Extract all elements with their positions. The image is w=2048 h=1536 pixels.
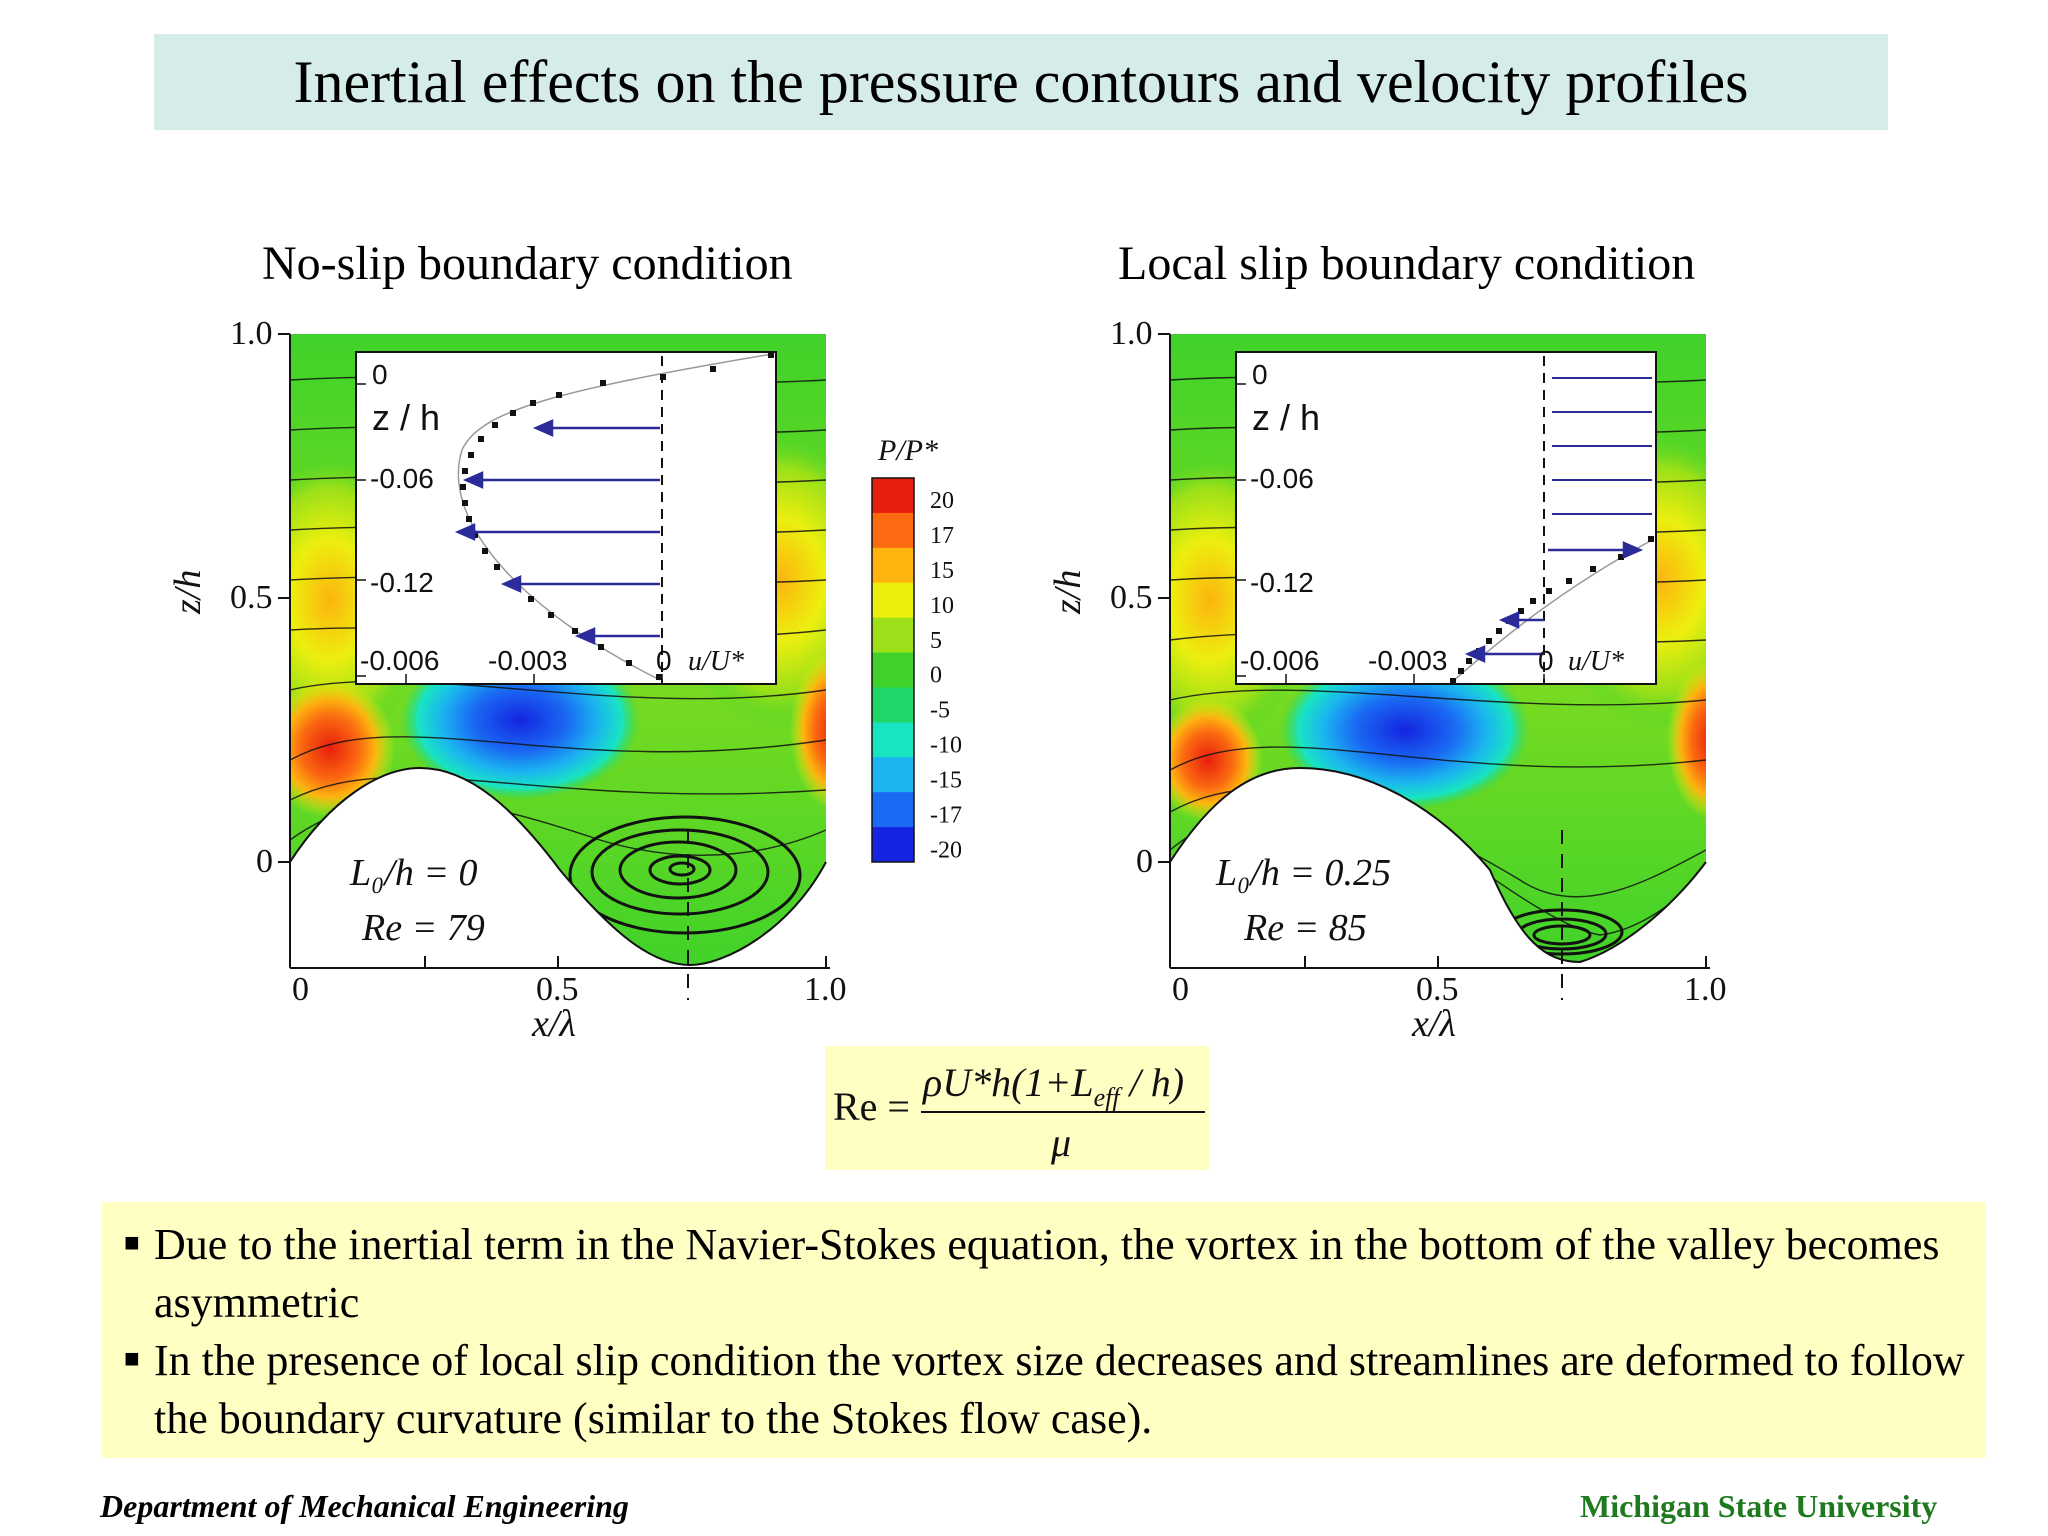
left-inset-y-tick-0: 0	[372, 359, 388, 390]
right-y-tick-05: 0.5	[1110, 579, 1153, 616]
reynolds-formula: Re = ρU*h(1+Leff / h) μ	[833, 1060, 1205, 1165]
left-reynolds: Re = 79	[361, 907, 485, 949]
colorbar-tick-label: -20	[930, 837, 962, 863]
colorbar-tick-label: 0	[930, 663, 942, 689]
footer-university: Michigan State University	[1580, 1488, 1938, 1524]
left-x-tick-05: 0.5	[536, 971, 579, 1008]
colorbar-tick-label: 20	[930, 488, 954, 514]
right-inset-y-tick-012: -0.12	[1250, 567, 1314, 598]
right-inset-y-tick-006: -0.06	[1250, 463, 1314, 494]
note-item: ■ Due to the inertial term in the Navier-…	[124, 1216, 1974, 1332]
colorbar-tick-label: 15	[930, 558, 954, 584]
colorbar-tick-label: -5	[930, 698, 950, 724]
right-x-axis-label: x/λ	[1411, 1003, 1456, 1045]
footer-department: Department of Mechanical Engineering	[100, 1488, 629, 1524]
left-y-tick-05: 0.5	[230, 579, 273, 616]
right-reynolds: Re = 85	[1243, 907, 1367, 949]
left-inset-y-label: z / h	[372, 397, 440, 438]
left-y-tick-1: 1.0	[230, 315, 273, 352]
left-y-tick-0: 0	[256, 843, 273, 880]
right-x-tick-05: 0.5	[1416, 971, 1459, 1008]
right-y-tick-1: 1.0	[1110, 315, 1153, 352]
slide-title-bar: Inertial effects on the pressure contour…	[154, 34, 1888, 130]
colorbar-band	[872, 512, 914, 549]
bullet-square-icon: ■	[124, 1343, 140, 1373]
right-x-tick-1: 1.0	[1684, 971, 1727, 1008]
colorbar-band	[872, 652, 914, 688]
right-inset-y-tick-0: 0	[1252, 359, 1268, 390]
right-x-tick-0: 0	[1172, 971, 1189, 1008]
colorbar-band	[872, 757, 914, 793]
colorbar-band	[872, 478, 914, 514]
colorbar-band	[872, 582, 914, 619]
left-x-axis-label: x/λ	[531, 1003, 576, 1045]
right-inset-y-label: z / h	[1252, 397, 1320, 438]
right-inset-x-tick-0006: -0.006	[1240, 645, 1319, 676]
colorbar-band	[872, 827, 914, 863]
slide-title: Inertial effects on the pressure contour…	[293, 48, 1749, 115]
left-inset-x-label: u/U*	[688, 646, 744, 677]
colorbar-tick-label: 5	[930, 628, 942, 654]
colorbar-tick-label: -17	[930, 802, 962, 828]
left-inset-y-tick-006: -0.06	[370, 463, 434, 494]
left-inset-x-tick-0: 0	[656, 645, 672, 676]
formula-numerator: ρU*h(1+Leff / h)	[921, 1060, 1184, 1112]
left-inset-y-tick-012: -0.12	[370, 567, 434, 598]
right-slip-length: L₀/h = 0.25	[1215, 852, 1391, 894]
right-inset-x-tick-0: 0	[1538, 645, 1554, 676]
left-x-tick-1: 1.0	[804, 971, 847, 1008]
right-y-axis-label: z/h	[1047, 570, 1089, 615]
formula-denominator: μ	[1050, 1120, 1071, 1165]
left-inset-x-tick-0003: -0.003	[488, 645, 567, 676]
formula-lhs: Re =	[833, 1084, 910, 1129]
left-y-axis-label: z/h	[167, 570, 209, 615]
note-text-2: In the presence of local slip condition …	[154, 1336, 1965, 1443]
colorbar-band	[872, 687, 914, 723]
colorbar-label: P/P*	[877, 434, 938, 467]
colorbar-band	[872, 547, 914, 584]
reynolds-formula-box: Re = ρU*h(1+Leff / h) μ	[825, 1046, 1209, 1170]
note-item: ■ In the presence of local slip condition…	[124, 1332, 1974, 1448]
bullet-square-icon: ■	[124, 1227, 140, 1257]
left-inset-x-tick-0006: -0.006	[360, 645, 439, 676]
left-velocity-inset	[355, 351, 777, 685]
right-inset-x-label: u/U*	[1568, 646, 1624, 677]
right-y-tick-0: 0	[1136, 843, 1153, 880]
left-panel-title: No-slip boundary condition	[262, 237, 793, 290]
left-slip-length: L₀/h = 0	[349, 852, 478, 894]
colorbar-tick-label: -10	[930, 733, 962, 759]
colorbar-ticks: 20 17 15 10 5 0 -5 -10 -15 -17 -20	[930, 488, 962, 863]
left-x-tick-0: 0	[292, 971, 309, 1008]
colorbar-band	[872, 792, 914, 828]
colorbar-tick-label: -15	[930, 767, 962, 793]
notes-box: ■ Due to the inertial term in the Navier-…	[102, 1202, 1986, 1458]
colorbar-band	[872, 722, 914, 758]
colorbar-tick-label: 17	[930, 523, 954, 549]
right-panel-title: Local slip boundary condition	[1118, 237, 1696, 290]
colorbar-tick-label: 10	[930, 593, 954, 619]
right-inset-x-tick-0003: -0.003	[1368, 645, 1447, 676]
colorbar-band	[872, 617, 914, 654]
note-text-1: Due to the inertial term in the Navier-S…	[154, 1220, 1940, 1327]
pressure-colorbar	[872, 478, 914, 863]
right-velocity-inset	[1235, 351, 1657, 685]
